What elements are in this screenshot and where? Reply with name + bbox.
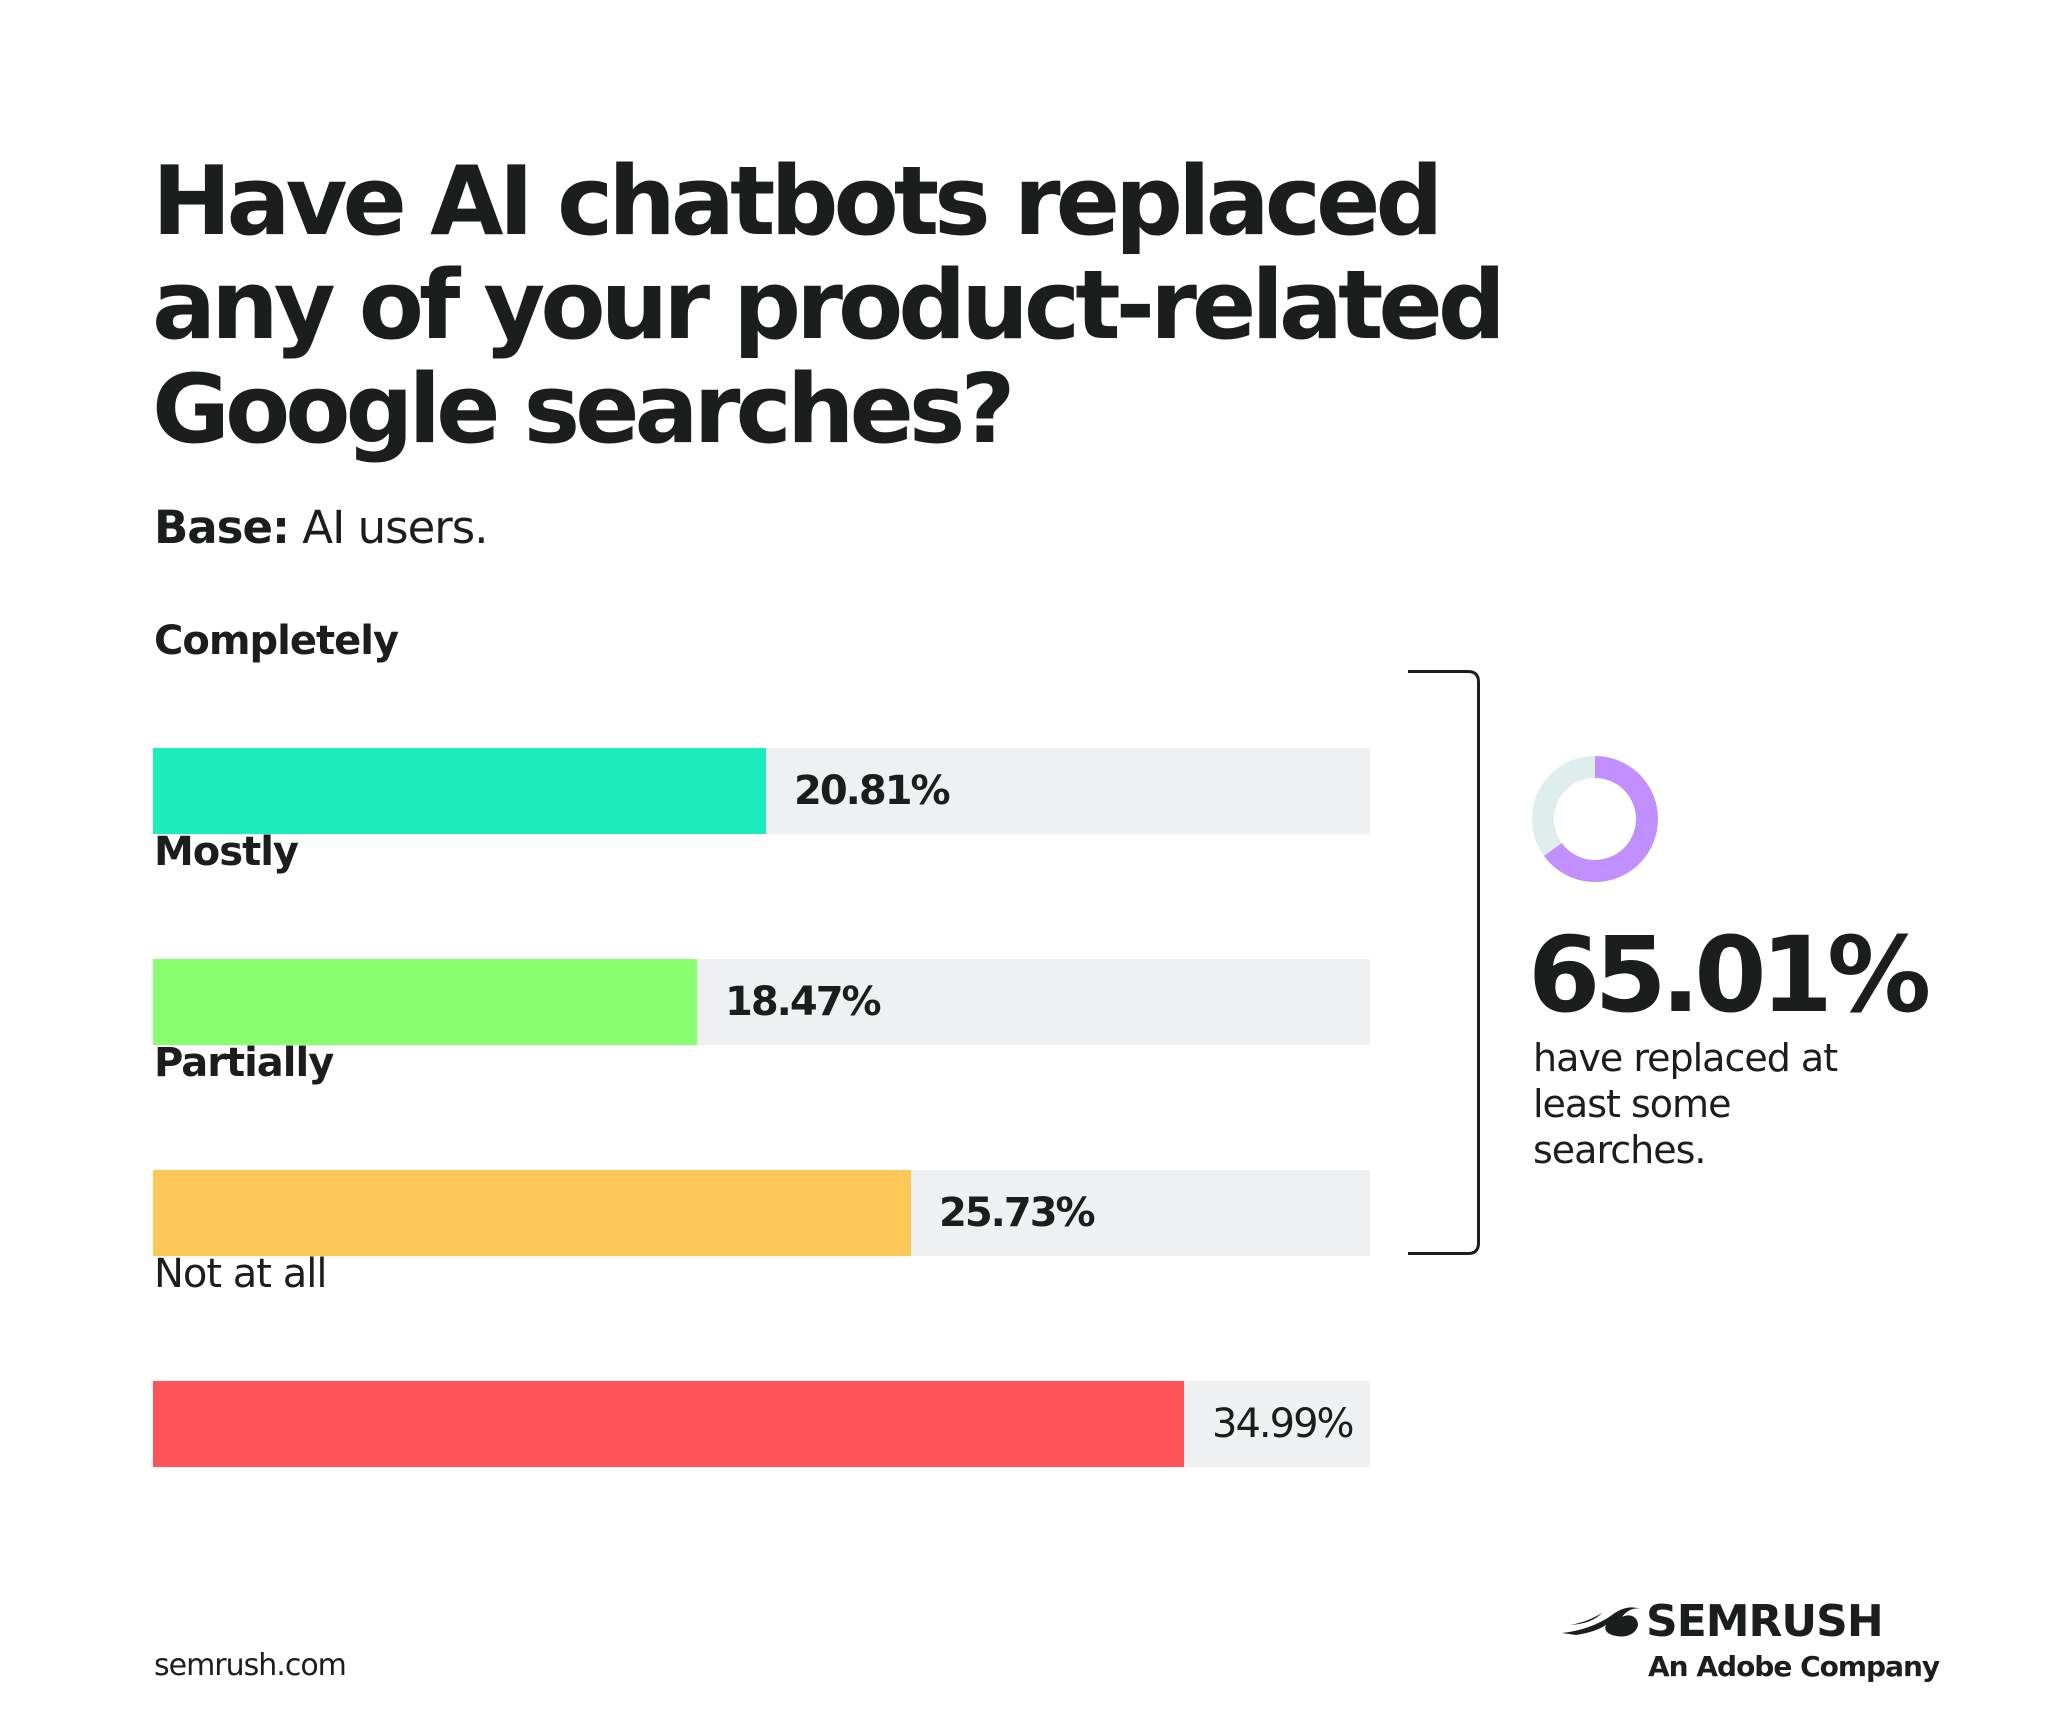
bar-value-label: 25.73% — [939, 1190, 1096, 1236]
donut-segment — [1544, 756, 1658, 882]
bar-value-label: 20.81% — [794, 768, 951, 814]
base-label: Base: — [154, 501, 290, 554]
bar-label: Mostly — [154, 829, 299, 875]
summary-donut-chart — [1532, 756, 1658, 882]
bar — [153, 959, 697, 1045]
chart-title: Have AI chatbots replaced any of your pr… — [152, 147, 1506, 465]
semrush-comet-icon — [1562, 1607, 1640, 1637]
semrush-logo[interactable]: SEMRUSH An Adobe Company — [1560, 1595, 1940, 1690]
bar-label: Completely — [154, 618, 399, 664]
base-note: Base: AI users. — [154, 501, 489, 554]
footer-url[interactable]: semrush.com — [154, 1648, 347, 1683]
bar-track: 20.81% — [153, 748, 1370, 834]
bar — [153, 1381, 1184, 1467]
bar — [153, 1170, 911, 1256]
bar-label: Not at all — [154, 1251, 327, 1297]
bar-track: 18.47% — [153, 959, 1370, 1045]
bar-label: Partially — [154, 1040, 334, 1086]
bar-value-label: 34.99% — [1212, 1401, 1355, 1447]
logo-name: SEMRUSH — [1646, 1596, 1884, 1647]
bar-value-label: 18.47% — [725, 979, 882, 1025]
summary-text: have replaced at least some searches. — [1533, 1036, 1838, 1172]
bar-track: 25.73% — [153, 1170, 1370, 1256]
bar — [153, 748, 766, 834]
base-value: AI users. — [302, 501, 488, 554]
bar-track: 34.99% — [153, 1381, 1370, 1467]
logo-subtitle: An Adobe Company — [1648, 1650, 1940, 1683]
summary-percentage: 65.01% — [1528, 914, 1931, 1036]
summary-bracket — [1408, 670, 1480, 1255]
